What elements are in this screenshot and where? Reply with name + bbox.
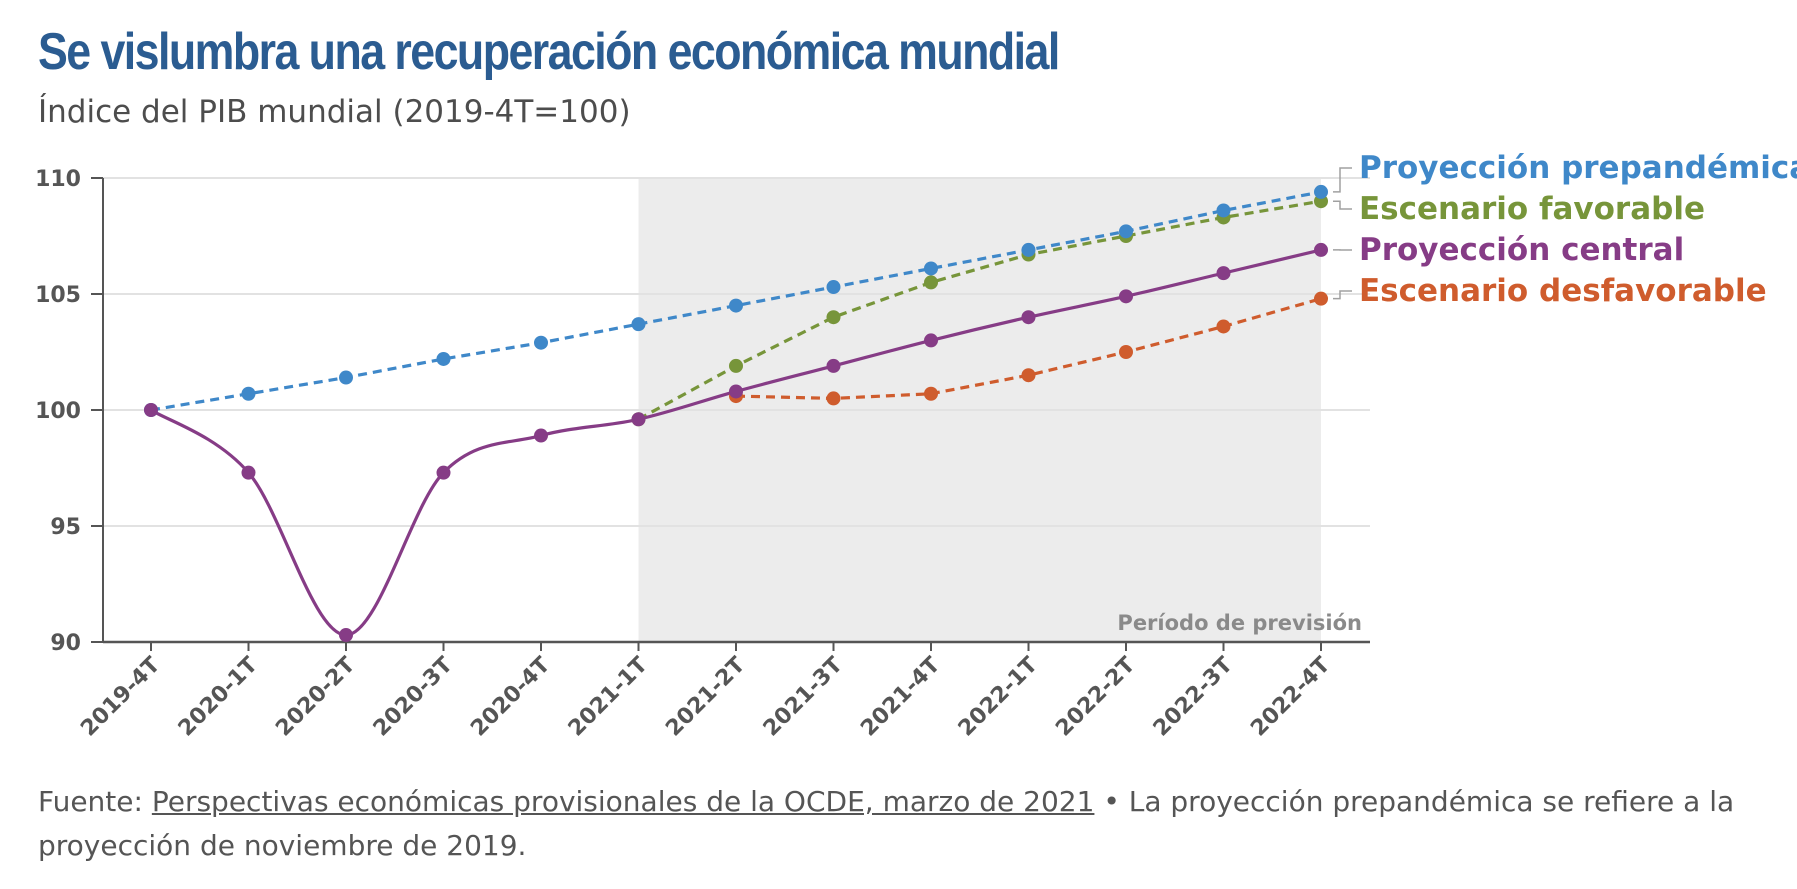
x-tick-label: 2021-2T [661,653,750,742]
label-connector [1333,200,1352,210]
label-connector [1333,290,1352,300]
chart-subtitle: Índice del PIB mundial (2019-4T=100) [38,94,631,130]
y-tick-label: 95 [50,515,81,540]
data-point-escenario-desfavorable [924,386,938,401]
data-point-escenario-favorable [826,310,841,325]
data-point-escenario-desfavorable [1119,345,1133,359]
series-label-proyeccion-central: Proyección central [1359,232,1684,268]
data-point-proyeccion-prepandemica [1021,242,1036,257]
data-point-escenario-desfavorable [1314,291,1328,306]
data-point-proyeccion-central [631,412,646,427]
series-points [144,184,1328,643]
data-point-proyeccion-central [241,465,256,480]
x-tick-label: 2020-2T [271,653,360,742]
x-tick-label: 2022-1T [954,653,1043,742]
data-point-proyeccion-central [1314,242,1328,257]
data-point-proyeccion-central [1021,310,1036,325]
data-point-proyeccion-prepandemica [729,298,743,313]
x-tick-label: 2021-3T [759,653,848,742]
data-point-proyeccion-central [534,428,548,443]
x-tick-label: 2022-4T [1246,653,1335,742]
line-chart: Período de previsión 90 95 100 105 110 2019-4… [35,150,1797,742]
source-link[interactable]: Perspectivas económicas provisionales de… [151,785,1095,818]
data-point-escenario-desfavorable [826,391,841,406]
data-point-proyeccion-prepandemica [1119,224,1133,239]
x-tick-label: 2020-3T [369,653,458,742]
data-point-escenario-favorable [924,275,938,290]
data-point-proyeccion-central [436,465,451,480]
y-tick-label: 100 [35,399,81,424]
series-label-proyeccion-prepandemica: Proyección prepandémica [1359,150,1797,186]
data-point-proyeccion-prepandemica [1216,203,1231,218]
data-point-proyeccion-central [144,403,158,417]
x-tick-label: 2021-1T [564,653,653,742]
forecast-band-label: Período de previsión [1117,611,1362,635]
data-point-escenario-desfavorable [1021,368,1036,383]
y-tick-label: 90 [50,631,81,656]
x-tick-label: 2020-4T [466,653,555,742]
x-tick-label: 2021-4T [856,653,945,742]
chart-footer: Fuente: Perspectivas económicas provisio… [38,780,1768,868]
label-connector [1333,167,1352,193]
gridlines [103,177,1370,527]
footer-note: • La proyección prepandémica se refiere … [38,785,1735,862]
data-point-proyeccion-prepandemica [339,370,353,385]
data-point-proyeccion-central [1119,289,1133,304]
data-point-proyeccion-central [826,358,841,373]
x-tick-label: 2020-1T [174,653,263,742]
x-tick-label: 2022-2T [1051,653,1140,742]
x-tick-label: 2022-3T [1149,653,1238,742]
x-tick-label: 2019-4T [76,653,165,742]
series-label-escenario-favorable: Escenario favorable [1359,191,1705,227]
data-point-proyeccion-prepandemica [534,335,548,350]
data-point-proyeccion-prepandemica [631,317,646,332]
y-tick-label: 105 [35,283,81,308]
series-label-escenario-desfavorable: Escenario desfavorable [1359,273,1767,309]
data-point-proyeccion-central [339,628,353,643]
y-tick-label: 110 [35,167,81,192]
data-point-proyeccion-prepandemica [924,261,938,276]
source-prefix: Fuente: [38,785,152,818]
data-point-escenario-favorable [729,358,743,373]
data-point-proyeccion-prepandemica [436,351,451,366]
series-line-escenario-favorable [637,199,1322,421]
data-point-proyeccion-prepandemica [826,280,841,295]
data-point-proyeccion-prepandemica [1314,184,1328,199]
data-point-escenario-desfavorable [1216,319,1231,334]
chart-title: Se vislumbra una recuperación económica … [38,23,1060,81]
data-point-proyeccion-central [924,333,938,348]
data-point-proyeccion-central [1216,266,1231,281]
data-point-proyeccion-prepandemica [241,386,256,401]
data-point-proyeccion-central [729,384,743,399]
series-labels: Proyección prepandémica Escenario favorab… [1333,150,1797,309]
